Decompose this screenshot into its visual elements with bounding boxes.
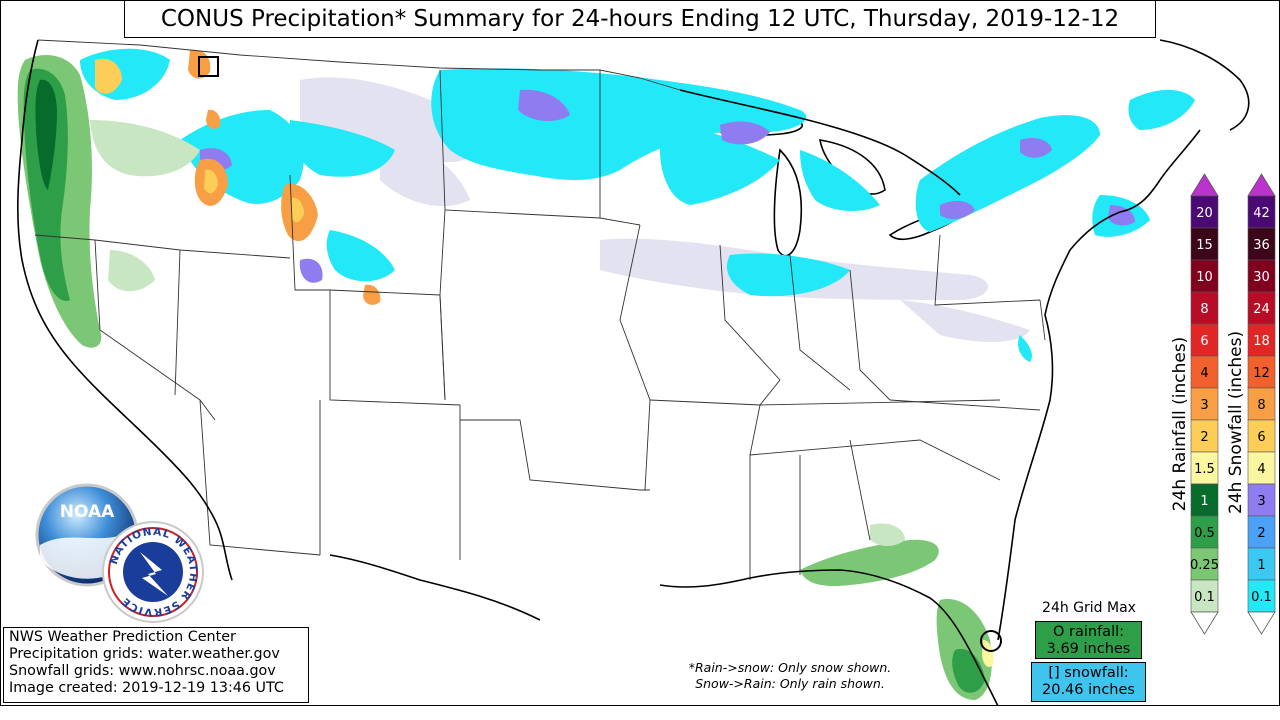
- rainfall-colorbar-tick-label: 4: [1200, 366, 1208, 381]
- grid-max-rainfall-box: O rainfall: 3.69 inches: [1035, 621, 1142, 659]
- snowfall-colorbar-swatch: [1247, 291, 1276, 325]
- credits-box: NWS Weather Prediction Center Precipitat…: [3, 627, 309, 703]
- rainfall-colorbar-swatch: [1190, 323, 1219, 357]
- rainfall-colorbar-swatch: [1190, 291, 1219, 325]
- credits-line: Snowfall grids: www.nohrsc.noaa.gov: [9, 663, 276, 679]
- rainfall-southeast: [800, 523, 994, 700]
- rainfall-colorbar-swatch: [1190, 579, 1219, 613]
- footnote-line: *Rain->snow: Only snow shown.: [688, 660, 892, 675]
- rainfall-colorbar-swatch: [1190, 483, 1219, 517]
- snowfall-colorbar-tick-label: 1: [1257, 558, 1265, 573]
- rainfall-colorbar-tick-label: 15: [1196, 238, 1213, 253]
- snowfall-colorbar-swatch: [1247, 579, 1276, 613]
- rainfall-colorbar-tick-label: 0.5: [1194, 526, 1215, 541]
- snowfall-colorbar-tick-label: 42: [1253, 206, 1270, 221]
- snowfall-colorbar: 42 36 30 24 18 12 8 6 4 3 2 1 0.1: [1247, 173, 1276, 635]
- credits-line: NWS Weather Prediction Center: [9, 629, 236, 645]
- credits-line: Image created: 2019-12-19 13:46 UTC: [9, 680, 284, 696]
- snowfall-colorbar-bottom-arrow: [1247, 611, 1276, 635]
- rainfall-colorbar-tick-label: 2: [1200, 430, 1208, 445]
- snowfall-colorbar-tick-label: 18: [1253, 334, 1270, 349]
- snowfall-colorbar-tick-label: 4: [1257, 462, 1265, 477]
- snowfall-colorbar-tick-label: 36: [1253, 238, 1270, 253]
- rainfall-colorbar-tick-label: 10: [1196, 270, 1213, 285]
- rainfall-west-coast: [17, 55, 200, 348]
- rainfall-colorbar-bottom-arrow: [1190, 611, 1219, 635]
- map-title: CONUS Precipitation* Summary for 24-hour…: [124, 0, 1156, 38]
- snowfall-colorbar-swatch: [1247, 259, 1276, 293]
- rainfall-colorbar-swatch: [1190, 419, 1219, 453]
- rainfall-colorbar-tick-label: 20: [1196, 206, 1213, 221]
- grid-max-snowfall-box: [] snowfall: 20.46 inches: [1031, 662, 1146, 702]
- rainfall-colorbar-swatch: [1190, 547, 1219, 581]
- rainfall-max-marker: [980, 630, 1002, 652]
- rainfall-colorbar-tick-label: 0.1: [1194, 590, 1215, 605]
- snowfall-colorbar-swatch: [1247, 387, 1276, 421]
- snowfall-colorbar-tick-label: 6: [1257, 430, 1265, 445]
- snowfall-trace-areas: [300, 77, 1030, 342]
- rainfall-colorbar-tick-label: 0.25: [1190, 558, 1219, 573]
- rainfall-colorbar-swatch: [1190, 355, 1219, 389]
- rainfall-marker-symbol: O: [1052, 624, 1065, 640]
- rainfall-colorbar-tick-label: 3: [1200, 398, 1208, 413]
- snowfall-colorbar-swatch: [1247, 323, 1276, 357]
- rainfall-colorbar-swatch: [1190, 451, 1219, 485]
- rainfall-colorbar-swatch: [1190, 515, 1219, 549]
- snowfall-colorbar-swatch: [1247, 355, 1276, 389]
- snowfall-colorbar-label: 24h Snowfall (inches): [1226, 330, 1246, 514]
- political-boundaries: [34, 39, 1046, 580]
- snowfall-colorbar-swatch: [1247, 227, 1276, 261]
- nws-logo: NATIONAL WEATHER SERVICE: [102, 521, 204, 623]
- snowfall-colorbar-swatch: [1247, 483, 1276, 517]
- rainfall-label: rainfall:: [1069, 624, 1125, 640]
- snowfall-colorbar-tick-label: 3: [1257, 494, 1265, 509]
- snowfall-colorbar-tick-label: 8: [1257, 398, 1265, 413]
- snowfall-colorbar-swatch: [1247, 547, 1276, 581]
- rainfall-colorbar-swatch: [1190, 195, 1219, 229]
- rainfall-colorbar-tick-label: 8: [1200, 302, 1208, 317]
- snowfall-max-value: 20.46 inches: [1042, 682, 1135, 698]
- grid-max-title: 24h Grid Max: [1042, 600, 1136, 616]
- rainfall-colorbar-tick-label: 1: [1200, 494, 1208, 509]
- footnote: *Rain->snow: Only snow shown. Snow->Rain…: [655, 660, 925, 692]
- snowfall-label: snowfall:: [1064, 665, 1129, 681]
- snowfall-colorbar-swatch: [1247, 451, 1276, 485]
- rainfall-colorbar-tick-label: 6: [1200, 334, 1208, 349]
- rainfall-colorbar-swatch: [1190, 387, 1219, 421]
- snowfall-marker-symbol: []: [1048, 665, 1060, 681]
- rainfall-colorbar: 20 15 10 8 6 4 3 2 1.5 1 0.5 0.25 0.1: [1190, 173, 1219, 635]
- snowfall-colorbar-tick-label: 12: [1253, 366, 1270, 381]
- snowfall-colorbar-tick-label: 30: [1253, 270, 1270, 285]
- rainfall-colorbar-tick-label: 1.5: [1194, 462, 1215, 477]
- snowfall-max-marker: [198, 56, 219, 77]
- rainfall-colorbar-swatch: [1190, 227, 1219, 261]
- footnote-line: Snow->Rain: Only rain shown.: [695, 676, 885, 691]
- snowfall-colorbar-swatch: [1247, 195, 1276, 229]
- noaa-logo-text: NOAA: [60, 502, 115, 522]
- snowfall-colorbar-tick-label: 2: [1257, 526, 1265, 541]
- snowfall-colorbar-tick-label: 24: [1253, 302, 1270, 317]
- credits-line: Precipitation grids: water.weather.gov: [9, 646, 280, 662]
- rainfall-colorbar-label: 24h Rainfall (inches): [1170, 336, 1190, 512]
- snowfall-colorbar-swatch: [1247, 419, 1276, 453]
- snowfall-colorbar-tick-label: 0.1: [1251, 590, 1272, 605]
- coastlines: [17, 39, 1250, 706]
- rainfall-max-value: 3.69 inches: [1046, 641, 1131, 657]
- rainfall-colorbar-swatch: [1190, 259, 1219, 293]
